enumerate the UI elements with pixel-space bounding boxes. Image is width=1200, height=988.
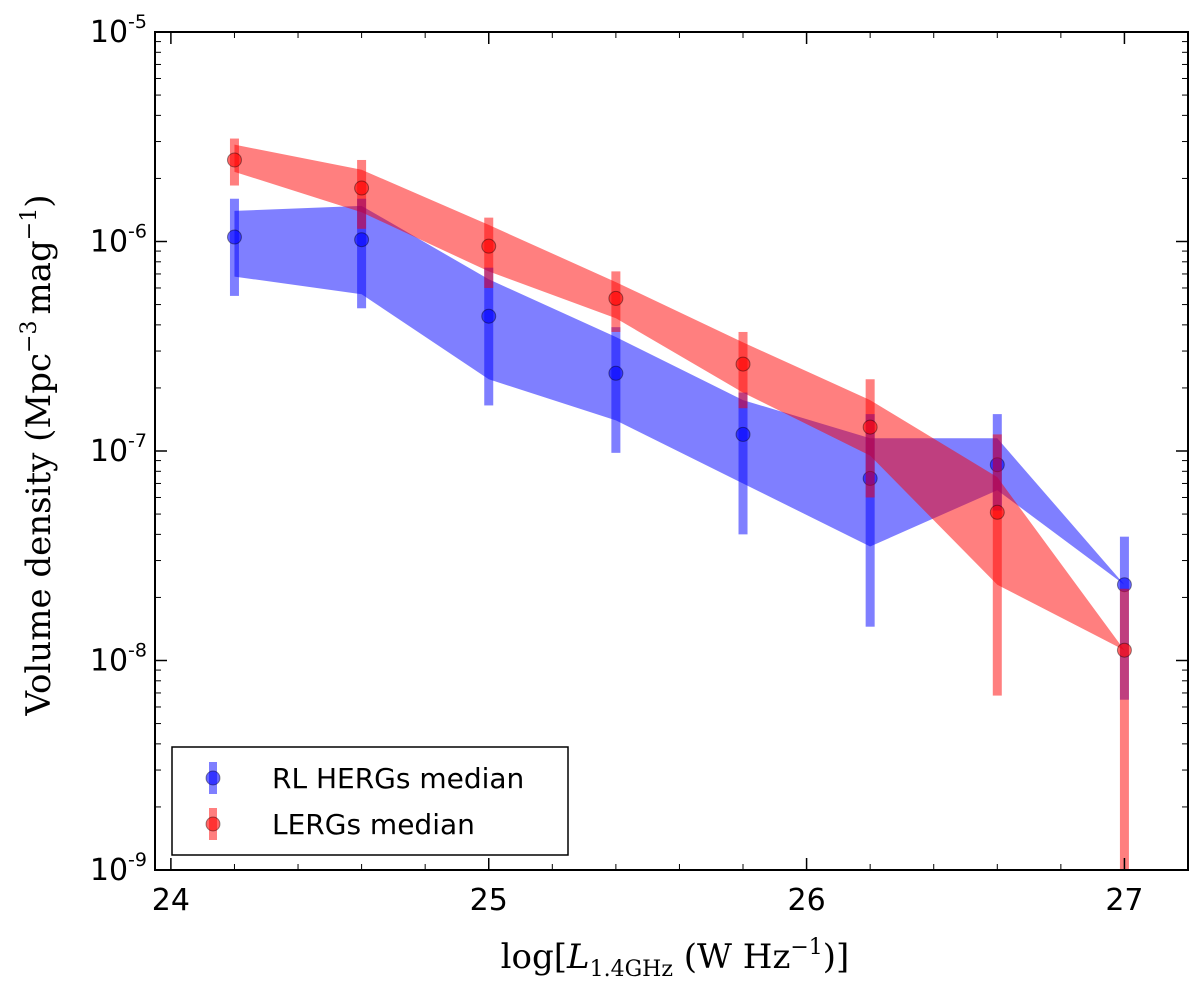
marker-lerg-4 <box>735 356 751 372</box>
y-tick-label-4: 10-5 <box>90 11 147 50</box>
band-herg <box>234 205 1125 585</box>
x-axis-label-prefix: log[ <box>501 937 567 977</box>
marker-lerg-1 <box>354 180 370 196</box>
y-axis-label: Volume density (Mpc−3 mag−1) <box>17 195 59 717</box>
x-axis-label: log[L1.4GHz (W Hz−1)] <box>501 935 850 982</box>
x-axis-label-unit: (W Hz <box>673 937 790 977</box>
legend-herg-marker <box>205 770 221 786</box>
errbar-lerg-7 <box>1119 588 1129 870</box>
y-axis-label-main: Volume density (Mpc <box>19 353 59 717</box>
y-axis-label-mid: mag <box>19 240 59 314</box>
plot-layer <box>226 138 1132 870</box>
y-axis-label-exp1: −3 <box>17 321 42 353</box>
y-tick-label-0: 10-9 <box>90 849 147 888</box>
errbar-herg-4 <box>738 392 748 535</box>
x-axis-label-sub: 1.4GHz <box>590 957 673 982</box>
plot-frame <box>154 31 1189 871</box>
y-tick-label-1: 10-8 <box>90 640 147 679</box>
x-tick-label-1: 25 <box>470 883 508 918</box>
errbar-herg-3 <box>611 327 621 453</box>
marker-lerg-7 <box>1116 642 1132 658</box>
marker-herg-1 <box>354 232 370 248</box>
legend-entry-lerg: LERGs median <box>205 808 475 841</box>
band-lerg <box>234 144 1125 651</box>
legend-lerg-marker <box>205 816 221 832</box>
errbar-herg-5 <box>865 414 875 627</box>
marker-lerg-0 <box>226 152 242 168</box>
errbar-lerg-5 <box>865 379 875 498</box>
marker-lerg-2 <box>481 238 497 254</box>
x-tick-label-3: 27 <box>1105 883 1143 918</box>
y-tick-label-2: 10-7 <box>90 430 147 469</box>
y-tick-labels: 10-9 10-8 10-7 10-6 10-5 <box>90 11 147 888</box>
legend-entry-herg: RL HERGs median <box>205 762 524 795</box>
x-axis-label-L: L <box>566 937 590 977</box>
legend-herg-label: RL HERGs median <box>272 762 524 795</box>
x-axis-label-close: )] <box>823 937 850 977</box>
y-tick-label-3: 10-6 <box>90 221 147 260</box>
legend-lerg-label: LERGs median <box>272 808 475 841</box>
x-tick-label-2: 26 <box>787 883 825 918</box>
y-axis-label-close: ) <box>19 195 59 208</box>
marker-lerg-5 <box>862 419 878 435</box>
marker-herg-3 <box>608 365 624 381</box>
marker-herg-0 <box>226 229 242 245</box>
errbar-lerg-6 <box>992 434 1002 696</box>
errbar-herg-2 <box>484 267 494 406</box>
x-tick-label-0: 24 <box>152 883 190 918</box>
errbar-herg-1 <box>357 198 367 309</box>
marker-lerg-3 <box>608 290 624 306</box>
marker-lerg-6 <box>989 504 1005 520</box>
errbar-herg-0 <box>229 198 239 296</box>
marker-herg-2 <box>481 308 497 324</box>
legend-frame <box>171 746 569 856</box>
x-tick-labels: 24 25 26 27 <box>152 883 1144 918</box>
marker-herg-4 <box>735 426 751 442</box>
y-axis-label-exp2: −1 <box>17 208 42 240</box>
legend: RL HERGs median LERGs median <box>171 746 569 856</box>
x-axis-label-exp: −1 <box>790 935 822 960</box>
